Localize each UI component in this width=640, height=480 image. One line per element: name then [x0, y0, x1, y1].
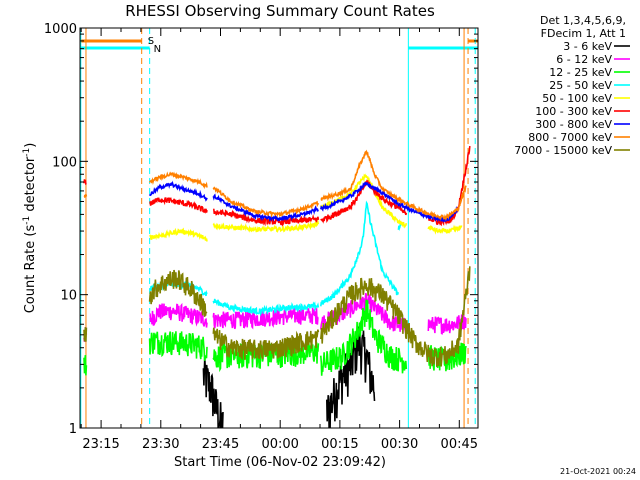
series-line	[320, 179, 408, 224]
legend-label: 50 - 100 keV	[542, 92, 612, 105]
series-line	[149, 302, 208, 328]
series-line	[149, 197, 208, 214]
x-tick-label: 00:45	[441, 437, 478, 452]
series-line	[212, 208, 320, 227]
series-line	[320, 200, 399, 307]
chart-title: RHESSI Observing Summary Count Rates	[125, 2, 435, 20]
series-line	[212, 327, 320, 361]
x-tick-label: 00:00	[261, 437, 298, 452]
legend-label: 25 - 50 keV	[549, 79, 612, 92]
x-tick-label: 23:15	[82, 437, 119, 452]
axes-group: 23:15 23:30 23:45 00:00 00:15 00:30 00:45 1 10 10…	[44, 22, 478, 452]
saa-marker-label: S	[148, 36, 154, 47]
y-tick-label: 100	[52, 155, 77, 170]
series-line	[148, 171, 208, 190]
series-line	[212, 298, 320, 317]
legend-label: 3 - 6 keV	[563, 40, 612, 53]
series-line	[148, 269, 208, 317]
legend-label: 12 - 25 keV	[549, 66, 612, 79]
series-line	[148, 180, 208, 202]
series-line	[212, 193, 319, 223]
series-line	[83, 194, 88, 198]
legend-header-line-2: FDecim 1, Att 1	[541, 27, 626, 40]
y-tick-label: 1000	[44, 22, 77, 37]
footer-date: 21-Oct-2021 00:24	[560, 467, 636, 476]
y-axis-label: Count Rate (s-1 detector-1)	[22, 143, 38, 314]
night-marker-label: N	[154, 44, 161, 55]
series-line	[83, 179, 87, 186]
x-tick-label: 00:30	[381, 437, 418, 452]
plot-frame	[79, 27, 479, 429]
x-axis-label: Start Time (06-Nov-02 23:09:42)	[174, 455, 386, 470]
series-line	[326, 326, 376, 428]
legend-header-line-1: Det 1,3,4,5,6,9,	[540, 14, 626, 27]
series-line	[149, 227, 208, 242]
x-tick-label: 00:15	[321, 437, 358, 452]
series-line	[427, 314, 467, 335]
legend-label: 6 - 12 keV	[556, 53, 612, 66]
y-axis-label-main: Count Rate (s	[23, 225, 38, 314]
legend: Det 1,3,4,5,6,9, FDecim 1, Att 1 3 - 6 k…	[514, 14, 630, 157]
series-line	[320, 149, 467, 222]
series-line	[83, 327, 88, 342]
series-line	[397, 221, 402, 232]
legend-label: 800 - 7000 keV	[528, 131, 612, 144]
series-line	[320, 181, 459, 223]
y-tick-label: 10	[60, 289, 77, 304]
y-axis-label-mid: detector	[23, 156, 38, 216]
series-line	[427, 224, 463, 235]
x-tick-label: 23:45	[202, 437, 239, 452]
series-line	[320, 299, 408, 376]
series-line	[320, 173, 408, 229]
series-line	[212, 219, 320, 233]
legend-label: 7000 - 15000 keV	[514, 144, 612, 157]
series-line	[320, 266, 471, 367]
series-line	[83, 355, 88, 376]
legend-label: 100 - 300 keV	[535, 105, 612, 118]
series-line	[148, 331, 208, 361]
x-tick-label: 23:30	[142, 437, 179, 452]
y-tick-label: 1	[69, 422, 77, 437]
y-axis-label-sup1: -1	[22, 216, 32, 225]
y-axis-label-sup2: -1	[22, 148, 32, 157]
series-line	[212, 307, 319, 330]
plot-data-group: SN	[80, 28, 478, 428]
series-line	[212, 186, 320, 219]
y-axis-label-end: )	[23, 143, 38, 148]
series-line	[202, 357, 224, 428]
legend-label: 300 - 800 keV	[535, 118, 612, 131]
